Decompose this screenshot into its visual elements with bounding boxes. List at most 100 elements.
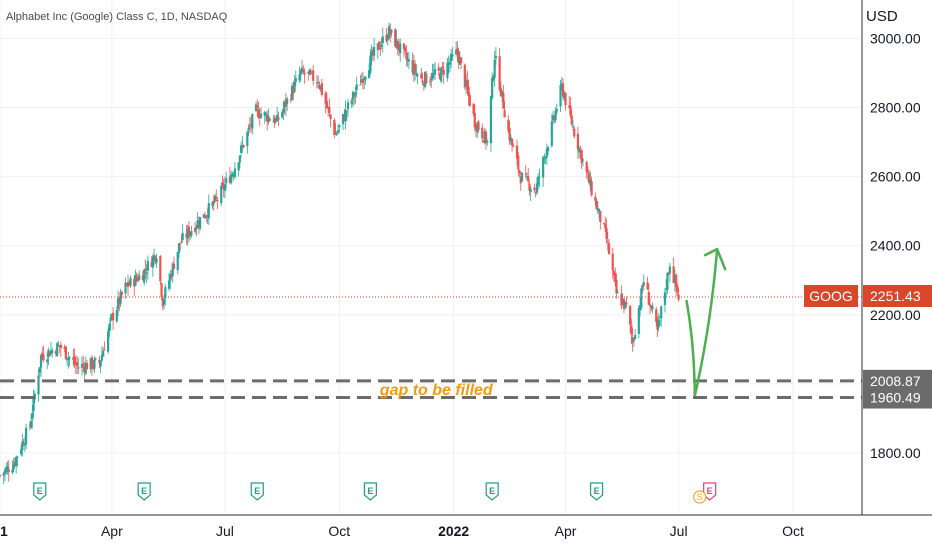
- candle-body: [629, 305, 632, 325]
- candle-body: [346, 102, 350, 110]
- candle-body: [637, 307, 640, 334]
- candle-body: [355, 84, 358, 90]
- earnings-marker[interactable]: E: [33, 482, 47, 501]
- candle-body: [437, 67, 440, 72]
- candle-body: [289, 99, 292, 101]
- candle-body: [602, 223, 606, 225]
- candle-body: [98, 359, 101, 364]
- earnings-marker[interactable]: E: [250, 482, 264, 501]
- candle-body: [115, 310, 118, 322]
- earnings-marker[interactable]: E: [485, 482, 499, 501]
- candle-body: [457, 50, 460, 63]
- earnings-marker[interactable]: E: [137, 482, 151, 501]
- candle-body: [186, 228, 189, 239]
- candle-body: [102, 351, 105, 357]
- candle-body: [390, 29, 393, 33]
- candle-body: [351, 91, 355, 100]
- candle-body: [493, 59, 496, 78]
- candle-body: [432, 73, 435, 75]
- candle-body: [116, 298, 120, 310]
- candle-body: [68, 357, 71, 359]
- candle-body: [185, 233, 188, 238]
- candle-body: [6, 466, 9, 470]
- candle-body: [440, 67, 443, 82]
- candle-body: [474, 125, 478, 130]
- candle-body: [237, 162, 240, 171]
- candle-body: [138, 275, 141, 280]
- candle-body: [489, 95, 493, 144]
- candle-body: [634, 335, 637, 339]
- dividend-badge[interactable]: [693, 490, 707, 504]
- candle-body: [333, 119, 336, 136]
- candle-body: [529, 189, 532, 193]
- earnings-label: E: [707, 486, 713, 496]
- candle-body: [23, 443, 26, 446]
- earnings-badge: [589, 482, 604, 501]
- earnings-marker[interactable]: E: [363, 482, 377, 501]
- candle-body: [25, 427, 28, 445]
- candle-body: [411, 60, 414, 73]
- candle-body: [266, 114, 269, 122]
- candle-body: [28, 425, 31, 427]
- candle-body: [433, 68, 437, 75]
- candle-body: [537, 176, 540, 186]
- candle-body: [563, 95, 566, 99]
- candle-body: [640, 288, 643, 309]
- candle-body: [283, 101, 286, 108]
- candle-body: [510, 138, 514, 146]
- candle-body: [22, 443, 25, 446]
- candle-body: [658, 316, 662, 318]
- candle-body: [164, 287, 167, 299]
- candle-layer: [0, 22, 680, 485]
- candle-body: [614, 272, 617, 282]
- candle-body: [59, 344, 63, 349]
- candle-body: [425, 73, 428, 84]
- candle-body: [520, 172, 524, 182]
- candle-body: [230, 174, 233, 184]
- ticker-badge[interactable]: GOOG: [804, 285, 858, 308]
- candle-body: [451, 54, 454, 57]
- x-tick-label: Jul: [670, 523, 688, 539]
- candle-body: [503, 110, 506, 118]
- earnings-label: E: [37, 486, 43, 496]
- candle-body: [517, 155, 520, 170]
- candle-body: [438, 73, 442, 80]
- candle-body: [203, 217, 207, 219]
- candle-body: [2, 472, 5, 476]
- candle-body: [92, 366, 95, 368]
- candle-body: [472, 103, 475, 114]
- candle-body: [225, 178, 228, 183]
- candle-body: [302, 69, 305, 73]
- candle-body: [195, 227, 198, 230]
- candle-body: [190, 230, 193, 236]
- candle-body: [73, 357, 76, 365]
- candle-body: [282, 108, 285, 113]
- x-tick-label: 21: [0, 523, 8, 539]
- candle-body: [99, 361, 102, 367]
- candle-body: [67, 357, 70, 360]
- earnings-label: E: [141, 486, 147, 496]
- candle-body: [7, 469, 10, 473]
- candle-body: [622, 298, 626, 309]
- candle-body: [318, 85, 321, 88]
- candle-body: [267, 116, 270, 122]
- earnings-badge: [250, 482, 264, 501]
- y-tick-label: 1800.00: [870, 445, 921, 461]
- candle-body: [307, 71, 310, 73]
- candle-body: [77, 367, 80, 369]
- candle-body: [85, 362, 89, 370]
- earnings-marker[interactable]: E: [589, 482, 604, 501]
- candle-body: [167, 280, 171, 289]
- gap-price-badge-text: 1960.49: [870, 390, 921, 406]
- candle-body: [47, 349, 50, 358]
- candle-body: [126, 282, 130, 287]
- candle-body: [389, 29, 392, 35]
- candle-body: [519, 176, 522, 184]
- candle-body: [276, 114, 279, 122]
- candle-body: [371, 49, 374, 56]
- candle-body: [507, 119, 510, 131]
- candle-body: [460, 57, 463, 63]
- earnings-label: E: [254, 486, 260, 496]
- candle-body: [277, 117, 280, 120]
